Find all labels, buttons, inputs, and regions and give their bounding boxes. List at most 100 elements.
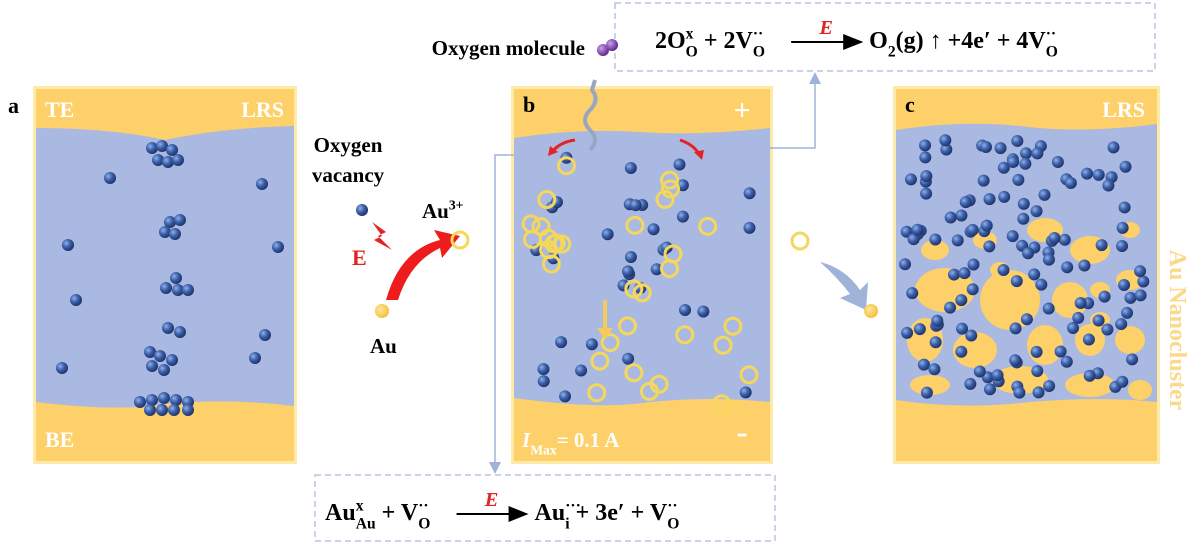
- text-run: Au: [325, 500, 356, 526]
- equation: 2OxO​ + 2V··O​EO2​(g) ↑ +4e′ + 4V··O​: [655, 17, 1058, 60]
- vacancy: [1017, 213, 1029, 225]
- vacancy: [1061, 261, 1073, 273]
- vacancy: [1065, 177, 1077, 189]
- vacancy: [70, 294, 82, 306]
- vacancy: [152, 154, 164, 166]
- vacancy: [1120, 161, 1132, 173]
- vacancy: [170, 272, 182, 284]
- vacancy: [104, 172, 116, 184]
- vacancy: [1039, 189, 1051, 201]
- vacancy: [56, 362, 68, 374]
- vacancy: [1031, 147, 1043, 159]
- vacancy: [1052, 156, 1064, 168]
- ion-icon: [792, 233, 808, 249]
- vacancy: [1021, 313, 1033, 325]
- vacancy: [630, 199, 642, 211]
- vacancy: [1031, 365, 1043, 377]
- vacancy: [929, 234, 941, 246]
- connector: [770, 78, 815, 148]
- vacancy: [978, 175, 990, 187]
- vacancy: [168, 404, 180, 416]
- vacancy: [1011, 275, 1023, 287]
- vacancy: [958, 267, 970, 279]
- vacancy: [998, 191, 1010, 203]
- text-run: = 0.1 A: [557, 428, 621, 452]
- vacancy: [170, 394, 182, 406]
- au-cluster: [1115, 326, 1145, 354]
- vacancy: [948, 269, 960, 281]
- vacancy: [1028, 268, 1040, 280]
- vacancy: [249, 352, 261, 364]
- subscript: O: [753, 43, 765, 60]
- vacancy: [980, 141, 992, 153]
- vacancy: [1019, 158, 1031, 170]
- vacancy: [955, 209, 967, 221]
- vacancy: [930, 336, 942, 348]
- vacancy: [1011, 135, 1023, 147]
- vacancy: [62, 239, 74, 251]
- vacancy: [983, 240, 995, 252]
- vacancy: [1084, 370, 1096, 382]
- equation-right: Au···i​ + 3e′ + V··O​: [535, 497, 680, 532]
- superscript: x: [356, 497, 364, 514]
- arrow-label: E: [484, 489, 499, 511]
- equation-right: O2​(g) ↑ +4e′ + 4V··O​: [869, 25, 1058, 60]
- vacancy: [1072, 312, 1084, 324]
- vacancy: [182, 284, 194, 296]
- vacancy: [1013, 387, 1025, 399]
- vacancy: [997, 264, 1009, 276]
- vacancy: [921, 387, 933, 399]
- vacancy: [677, 211, 689, 223]
- text-run: (g) ↑ +4e′ + 4V: [896, 28, 1047, 54]
- vacancy: [1075, 297, 1087, 309]
- vacancy: [1007, 156, 1019, 168]
- vacancy: [1035, 279, 1047, 291]
- polarity: +: [733, 94, 750, 127]
- vacancy: [174, 214, 186, 226]
- vacancy: [158, 392, 170, 404]
- vacancy: [156, 404, 168, 416]
- vacancy: [673, 159, 685, 171]
- subscript: Max: [530, 442, 557, 457]
- subscript: Au: [356, 515, 376, 532]
- subscript: 2: [888, 43, 896, 60]
- vacancy: [625, 162, 637, 174]
- vacancy: [538, 375, 550, 387]
- vacancy: [1061, 356, 1073, 368]
- vacancy: [144, 404, 156, 416]
- vacancy: [1093, 169, 1105, 181]
- polarity: -: [736, 414, 747, 451]
- vacancy: [162, 156, 174, 168]
- vacancy: [974, 365, 986, 377]
- vacancy: [981, 220, 993, 232]
- vacancy: [1078, 259, 1090, 271]
- text-run: O: [869, 28, 888, 54]
- vacancy: [256, 178, 268, 190]
- vacancy: [945, 212, 957, 224]
- state-label: LRS: [1102, 97, 1145, 122]
- vacancy: [967, 224, 979, 236]
- subscript: O: [1046, 43, 1058, 60]
- vacancy: [920, 188, 932, 200]
- vacancy: [1102, 179, 1114, 191]
- vacancy: [1101, 324, 1113, 336]
- vacancy: [272, 241, 284, 253]
- legend-label: Oxygen: [314, 133, 383, 157]
- vacancy: [1099, 291, 1111, 303]
- subscript: O: [418, 515, 430, 532]
- superscript: 3+: [449, 198, 464, 213]
- text-run: Au: [535, 500, 566, 526]
- vacancy: [1043, 380, 1055, 392]
- process-arrow: [820, 262, 868, 310]
- vacancy: [166, 354, 178, 366]
- vacancy: [743, 222, 755, 234]
- vacancy: [919, 151, 931, 163]
- vacancy: [537, 363, 549, 375]
- text-run: + 2V: [698, 28, 754, 54]
- vacancy: [918, 359, 930, 371]
- text-run: + V: [376, 500, 419, 526]
- vacancy: [1116, 376, 1128, 388]
- vacancy: [559, 390, 571, 402]
